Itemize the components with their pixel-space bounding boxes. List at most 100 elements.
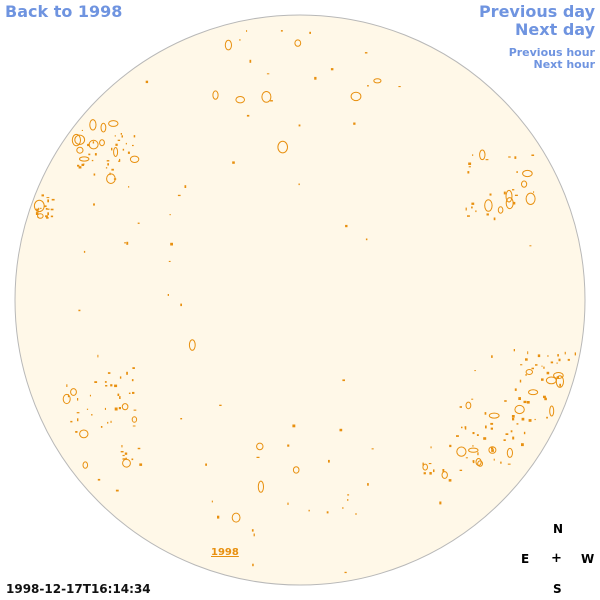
- contour-mark: [468, 166, 471, 168]
- contour-mark: [81, 129, 83, 131]
- contour-mark: [120, 451, 124, 453]
- contour-mark: [51, 198, 55, 201]
- contour-mark: [77, 398, 79, 401]
- contour-mark: [574, 352, 576, 356]
- contour-mark: [115, 489, 119, 492]
- contour-mark: [491, 447, 494, 450]
- contour-mark: [270, 100, 273, 102]
- contour-mark: [89, 394, 91, 397]
- next-day-link[interactable]: Next day: [515, 20, 595, 39]
- contour-mark: [100, 122, 107, 133]
- contour-mark: [47, 212, 49, 216]
- contour-mark: [489, 193, 492, 196]
- contour-mark: [287, 502, 289, 505]
- contour-mark: [491, 449, 494, 452]
- contour-mark: [367, 483, 369, 486]
- contour-mark: [449, 444, 452, 448]
- contour-mark: [526, 401, 530, 404]
- contour-mark: [546, 371, 550, 375]
- contour-mark: [231, 512, 241, 523]
- contour-mark: [371, 448, 374, 450]
- contour-mark: [87, 143, 90, 147]
- contour-mark: [45, 215, 48, 218]
- contour-mark: [512, 417, 515, 421]
- contour-mark: [36, 209, 39, 212]
- contour-mark: [115, 143, 118, 146]
- contour-mark: [477, 460, 484, 467]
- contour-mark: [564, 351, 566, 355]
- contour-mark: [50, 208, 54, 211]
- contour-mark: [93, 173, 96, 176]
- contour-mark: [525, 358, 528, 361]
- contour-mark: [505, 197, 514, 210]
- contour-mark: [132, 144, 134, 147]
- contour-mark: [74, 134, 86, 146]
- contour-mark: [167, 294, 169, 296]
- contour-mark: [433, 469, 435, 473]
- contour-mark: [37, 216, 40, 218]
- contour-mark: [523, 400, 527, 404]
- contour-mark: [503, 191, 506, 195]
- next-hour-link[interactable]: Next hour: [533, 58, 596, 71]
- contour-mark: [493, 458, 495, 461]
- contour-mark: [531, 154, 535, 156]
- contour-mark: [127, 151, 130, 154]
- contour-mark: [126, 241, 129, 245]
- back-to-year-link[interactable]: Back to 1998: [5, 2, 123, 21]
- contour-mark: [261, 91, 272, 103]
- contour-mark: [108, 120, 119, 127]
- contour-mark: [97, 478, 101, 481]
- contour-mark: [521, 443, 524, 447]
- year-link[interactable]: 1998: [211, 547, 239, 558]
- contour-mark: [490, 422, 494, 425]
- contour-mark: [46, 197, 50, 199]
- contour-mark: [326, 511, 329, 514]
- contour-mark: [76, 146, 84, 154]
- contour-mark: [106, 160, 110, 162]
- contour-mark: [114, 407, 118, 411]
- compass-east-label: E: [521, 552, 530, 566]
- contour-mark: [518, 397, 521, 400]
- contour-mark: [467, 171, 470, 174]
- contour-mark: [550, 361, 554, 364]
- contour-mark: [257, 480, 264, 493]
- contour-mark: [541, 365, 543, 367]
- contour-mark: [476, 434, 479, 436]
- contour-mark: [252, 563, 254, 567]
- contour-mark: [66, 384, 68, 387]
- contour-mark: [67, 394, 69, 398]
- contour-mark: [486, 213, 489, 216]
- contour-mark: [506, 447, 513, 458]
- contour-mark: [342, 379, 345, 382]
- contour-mark: [528, 389, 539, 396]
- contour-mark: [79, 156, 90, 162]
- contour-mark: [110, 420, 112, 423]
- contour-mark: [534, 418, 536, 421]
- contour-mark: [131, 416, 138, 423]
- contour-mark: [122, 454, 125, 457]
- contour-mark: [119, 396, 121, 399]
- contour-mark: [472, 461, 475, 464]
- contour-mark: [483, 437, 487, 440]
- contour-mark: [122, 148, 125, 151]
- contour-mark: [107, 421, 109, 424]
- contour-mark: [46, 217, 49, 219]
- contour-mark: [114, 135, 116, 137]
- contour-mark: [97, 354, 99, 358]
- contour-mark: [503, 439, 506, 441]
- contour-mark: [266, 73, 270, 75]
- previous-day-link[interactable]: Previous day: [478, 2, 595, 21]
- contour-mark: [107, 163, 109, 166]
- contour-mark: [514, 156, 517, 159]
- contour-mark: [81, 163, 85, 166]
- contour-mark: [559, 383, 561, 387]
- contour-mark: [441, 471, 448, 479]
- contour-mark: [497, 206, 504, 214]
- contour-mark: [246, 114, 250, 117]
- contour-mark: [38, 207, 40, 210]
- previous-hour-link[interactable]: Previous hour: [508, 46, 595, 59]
- contour-mark: [345, 224, 348, 228]
- contour-mark: [37, 213, 44, 219]
- contour-mark: [50, 215, 54, 218]
- contour-mark: [484, 412, 487, 415]
